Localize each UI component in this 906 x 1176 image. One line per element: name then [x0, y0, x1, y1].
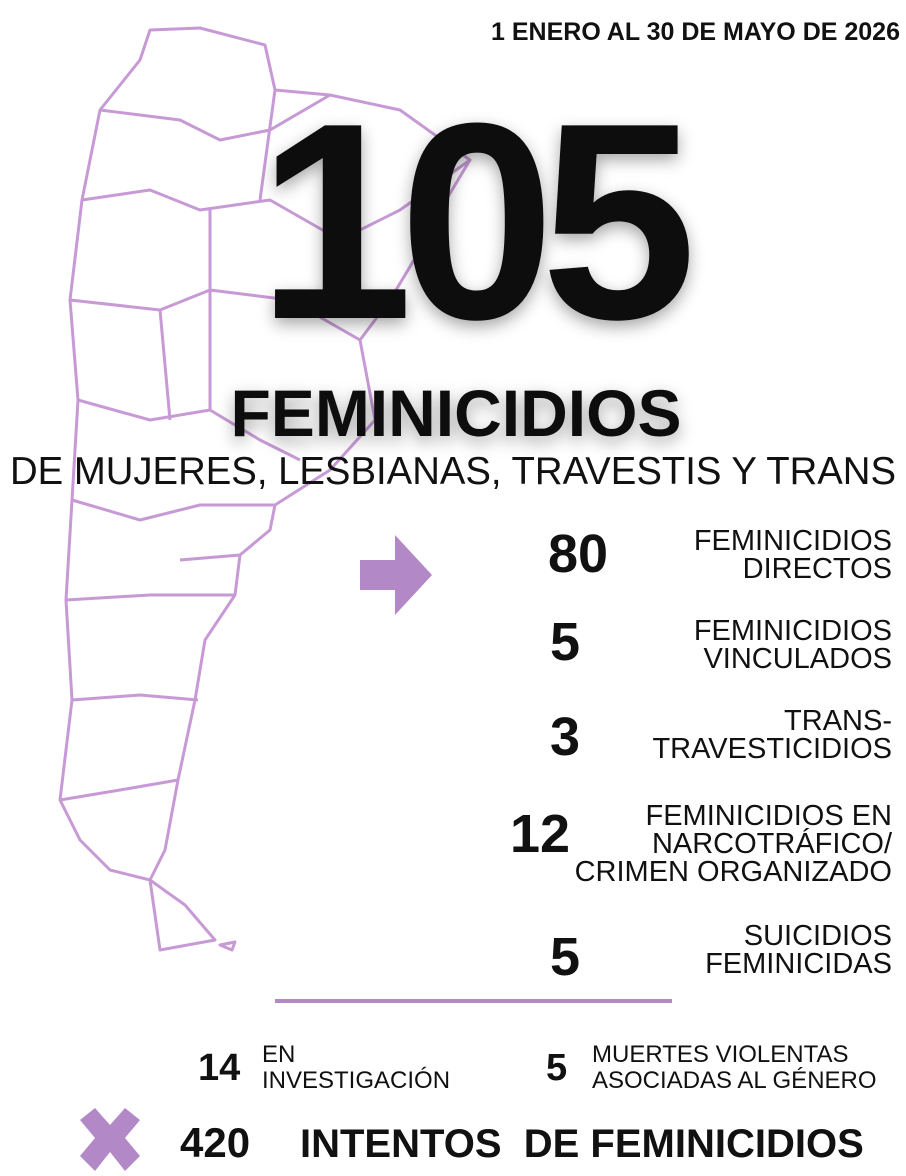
- subtitle: DE MUJERES, LESBIANAS, TRAVESTIS Y TRANS: [10, 450, 896, 493]
- count-label: FEMINICIDAS: [705, 948, 892, 980]
- count-label: SUICIDIOS: [744, 920, 892, 952]
- other-label: ASOCIADAS AL GÉNERO: [592, 1067, 877, 1094]
- count-number: 5: [550, 612, 580, 672]
- count-label: VINCULADOS: [703, 643, 892, 675]
- count-label: FEMINICIDIOS EN: [645, 800, 892, 832]
- count-number: 80: [548, 524, 608, 584]
- map-outline: [58, 26, 472, 952]
- attempts-number: 420: [180, 1119, 250, 1166]
- other-number: 5: [546, 1047, 567, 1089]
- date-range: 1 ENERO AL 30 DE MAYO DE 2026: [491, 18, 900, 46]
- other-number: 14: [198, 1047, 240, 1089]
- count-label: TRAVESTICIDIOS: [652, 733, 892, 765]
- count-label: FEMINICIDIOS: [694, 525, 892, 557]
- other-label: EN: [262, 1041, 295, 1068]
- attempts-label: INTENTOS DE FEMINICIDIOS: [300, 1122, 864, 1166]
- count-label: TRANS-: [784, 705, 892, 737]
- other-label: INVESTIGACIÓN: [262, 1067, 450, 1094]
- count-label: DIRECTOS: [743, 553, 892, 585]
- main-title: FEMINICIDIOS: [230, 376, 681, 450]
- count-label: NARCOTRÁFICO/: [652, 827, 893, 860]
- total-number: 105: [257, 66, 689, 378]
- other-label: MUERTES VIOLENTAS: [592, 1041, 849, 1068]
- count-label: CRIMEN ORGANIZADO: [575, 856, 892, 888]
- count-number: 12: [510, 804, 570, 864]
- arrow-icon: [360, 535, 432, 615]
- count-number: 3: [550, 707, 580, 767]
- count-number: 5: [550, 927, 580, 987]
- x-icon: [80, 1108, 140, 1171]
- count-label: FEMINICIDIOS: [694, 615, 892, 647]
